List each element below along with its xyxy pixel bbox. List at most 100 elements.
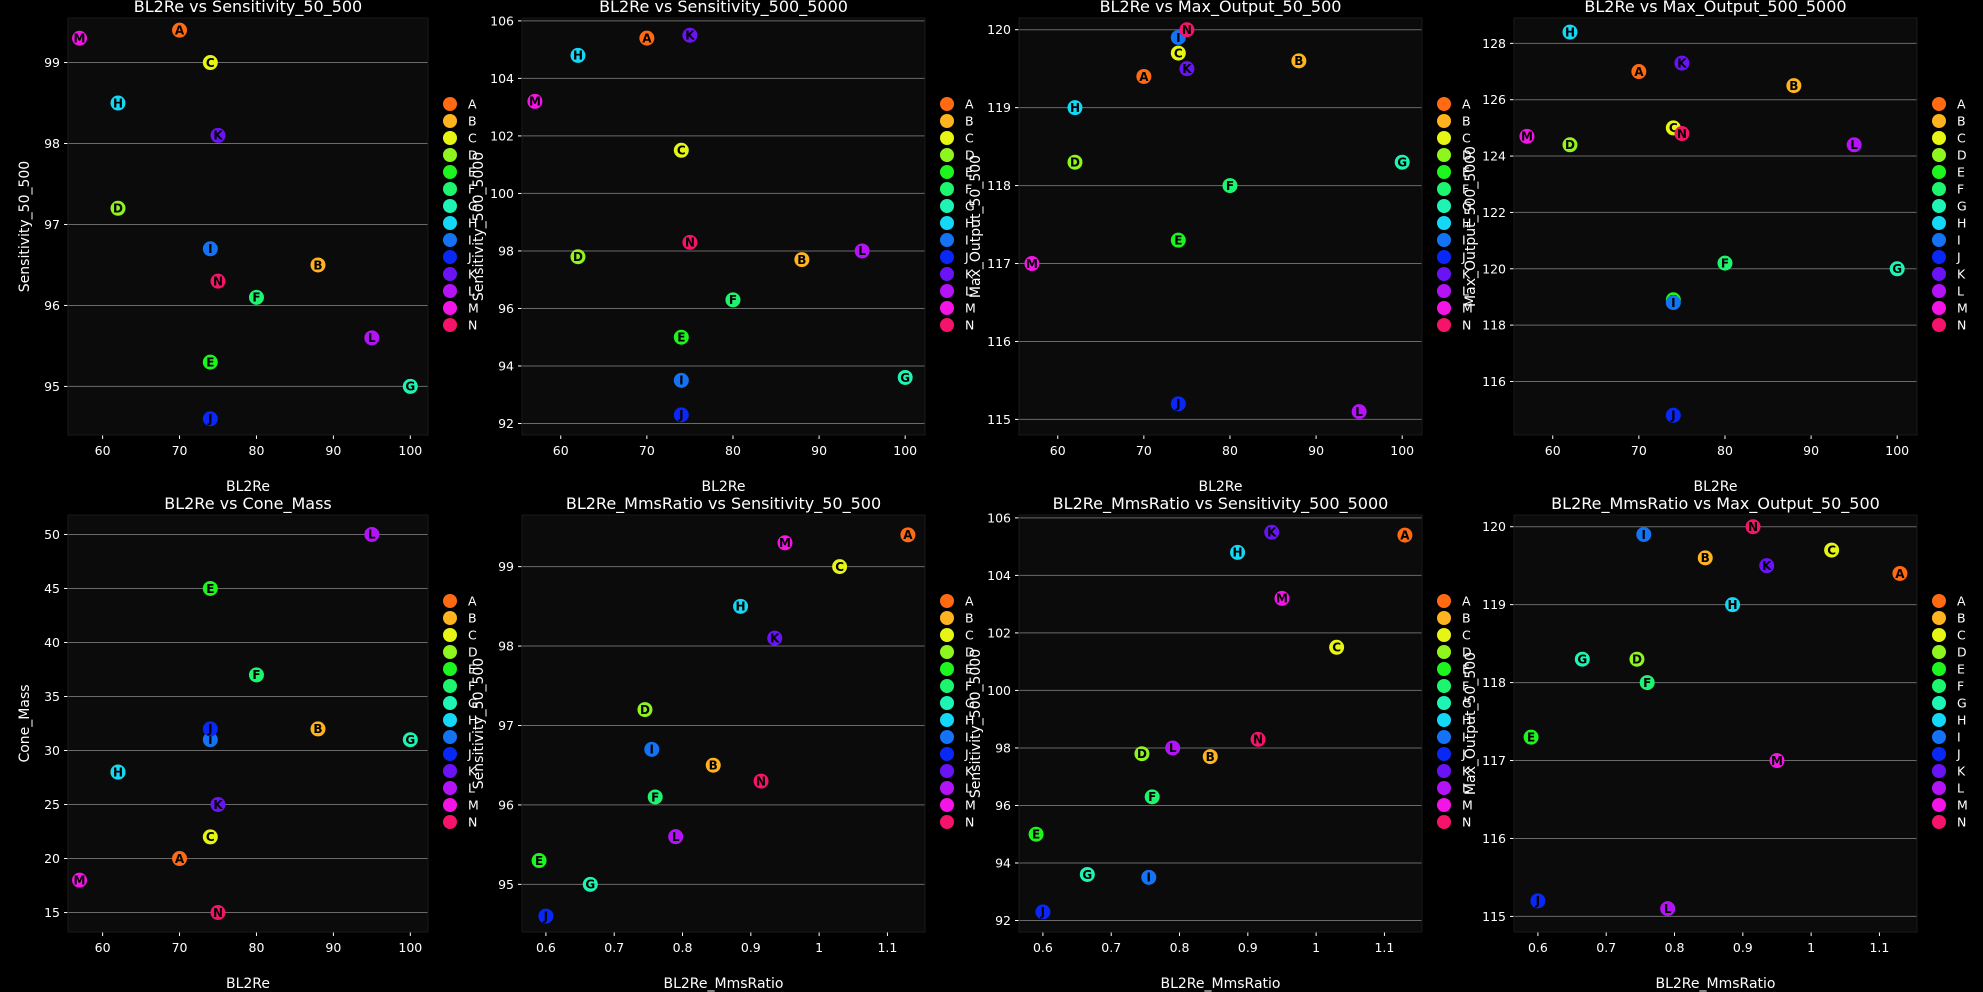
- point-label: C: [835, 560, 844, 574]
- legend-item-M: M: [1437, 301, 1473, 316]
- scatter-point-L: L: [364, 330, 380, 346]
- point-label: J: [1535, 894, 1540, 908]
- legend-item-D: D: [940, 645, 975, 660]
- x-tick-label: 80: [1717, 443, 1733, 458]
- x-tick-label: 1: [1807, 940, 1815, 955]
- point-marker: [1660, 901, 1676, 917]
- legend-swatch: [1932, 182, 1946, 196]
- scatter-point-J: J: [1035, 904, 1051, 920]
- legend-swatch: [443, 233, 457, 247]
- point-label: J: [207, 412, 212, 426]
- point-marker: [1892, 565, 1908, 581]
- scatter-point-F: F: [1639, 675, 1655, 691]
- point-marker: [1351, 404, 1367, 420]
- point-label: F: [1148, 790, 1156, 804]
- legend-label: L: [1462, 284, 1469, 299]
- legend-item-G: G: [1932, 199, 1967, 214]
- legend-swatch: [1932, 764, 1946, 778]
- point-label: A: [903, 528, 913, 542]
- scatter-point-C: C: [832, 559, 848, 575]
- x-tick-label: 90: [811, 443, 827, 458]
- chart-title: BL2Re_MmsRatio vs Sensitivity_50_500: [566, 494, 881, 514]
- point-marker: [1717, 255, 1733, 271]
- scatter-point-E: E: [202, 354, 218, 370]
- legend-swatch: [443, 747, 457, 761]
- point-label: I: [679, 374, 683, 388]
- point-label: K: [1762, 559, 1772, 573]
- scatter-point-G: G: [1394, 154, 1410, 170]
- point-marker: [527, 93, 543, 109]
- legend-swatch: [443, 594, 457, 608]
- scatter-point-N: N: [1745, 519, 1761, 535]
- legend-label: M: [965, 301, 976, 316]
- legend-swatch: [940, 730, 954, 744]
- legend-swatch: [443, 713, 457, 727]
- point-marker: [310, 721, 326, 737]
- scatter-point-D: D: [1134, 746, 1150, 762]
- y-tick-label: 126: [1482, 92, 1506, 107]
- point-marker: [639, 30, 655, 46]
- legend-label: E: [965, 662, 973, 677]
- point-marker: [1329, 639, 1345, 655]
- scatter-point-D: D: [637, 702, 653, 718]
- legend-swatch: [443, 182, 457, 196]
- legend-item-K: K: [940, 267, 974, 282]
- scatter-point-B: B: [310, 721, 326, 737]
- legend-label: E: [1462, 662, 1470, 677]
- scatter-point-I: I: [673, 372, 689, 388]
- y-tick-label: 128: [1482, 36, 1506, 51]
- legend-label: K: [965, 267, 974, 282]
- y-tick-label: 122: [1482, 205, 1506, 220]
- legend-swatch: [1932, 713, 1946, 727]
- y-tick-label: 95: [498, 877, 514, 892]
- legend-item-G: G: [443, 696, 478, 711]
- legend-item-C: C: [940, 131, 974, 146]
- y-tick-label: 119: [1482, 597, 1506, 612]
- point-marker: [668, 829, 684, 845]
- scatter-point-I: I: [1636, 526, 1652, 542]
- point-marker: [202, 580, 218, 596]
- legend-label: F: [1957, 679, 1964, 694]
- scatter-point-N: N: [210, 273, 226, 289]
- scatter-point-N: N: [682, 234, 698, 250]
- point-marker: [673, 407, 689, 423]
- y-tick-label: 100: [987, 683, 1011, 698]
- legend-item-M: M: [443, 798, 479, 813]
- x-tick-label: 70: [639, 443, 655, 458]
- point-marker: [1136, 68, 1152, 84]
- x-tick-label: 70: [1631, 443, 1647, 458]
- point-label: A: [642, 31, 652, 45]
- point-label: L: [1664, 902, 1672, 916]
- scatter-point-N: N: [1250, 731, 1266, 747]
- legend-swatch: [443, 250, 457, 264]
- y-tick-label: 30: [44, 743, 60, 758]
- legend-swatch: [1437, 216, 1451, 230]
- point-label: A: [1895, 567, 1905, 581]
- point-marker: [1725, 597, 1741, 613]
- point-marker: [1291, 53, 1307, 69]
- chart-title: BL2Re_MmsRatio vs Sensitivity_500_5000: [1053, 494, 1389, 514]
- y-tick-label: 97: [44, 217, 60, 232]
- legend-label: E: [468, 165, 476, 180]
- point-label: C: [1827, 543, 1836, 557]
- legend-item-N: N: [1437, 318, 1471, 333]
- legend-label: H: [1462, 216, 1471, 231]
- legend-label: G: [1462, 199, 1472, 214]
- legend-swatch: [443, 815, 457, 829]
- legend-item-L: L: [443, 781, 475, 796]
- legend-swatch: [940, 148, 954, 162]
- y-axis-label: Max_Output_500_5000: [1463, 146, 1479, 307]
- scatter-point-C: C: [1329, 639, 1345, 655]
- legend-swatch: [1437, 267, 1451, 281]
- y-tick-label: 96: [44, 298, 60, 313]
- point-marker: [1674, 126, 1690, 142]
- legend-item-M: M: [443, 301, 479, 316]
- legend-label: C: [468, 628, 477, 643]
- legend-swatch: [1437, 114, 1451, 128]
- plot-frame: [521, 17, 926, 436]
- legend-item-H: H: [940, 216, 974, 231]
- scatter-point-K: K: [1759, 558, 1775, 574]
- point-marker: [172, 851, 188, 867]
- legend-label: G: [1957, 696, 1967, 711]
- legend-label: M: [965, 798, 976, 813]
